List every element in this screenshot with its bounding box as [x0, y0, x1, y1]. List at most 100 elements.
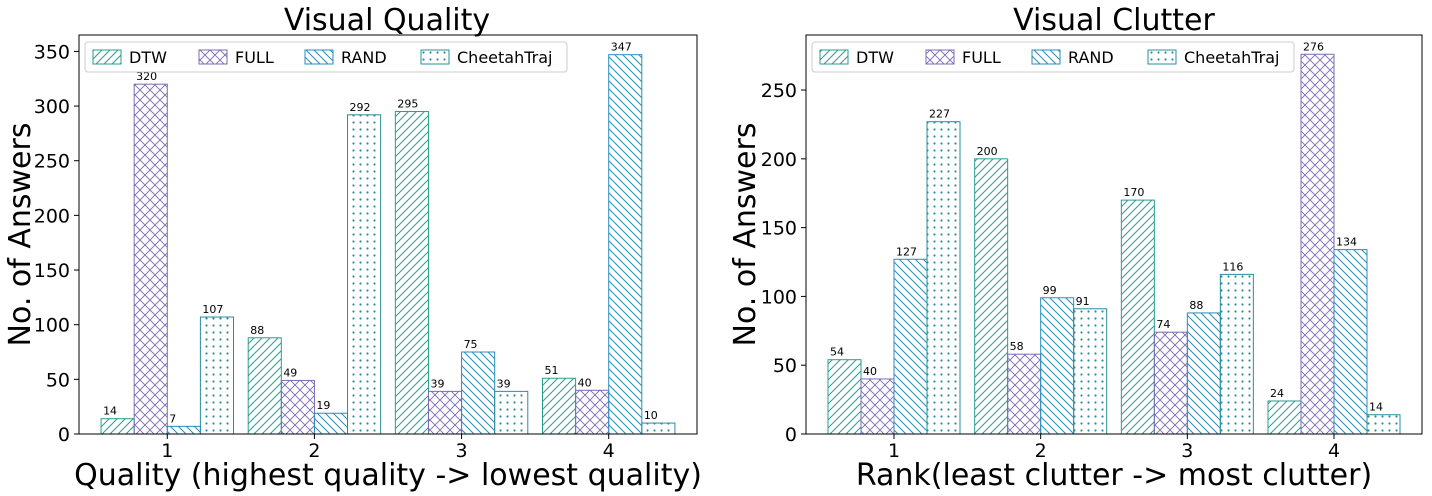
legend-label-dtw: DTW: [129, 48, 167, 67]
legend-swatch-full: [925, 49, 955, 65]
data-label: 58: [1010, 340, 1024, 353]
y-tick-label: 300: [34, 96, 70, 118]
bar-cheetahtraj-3: [494, 390, 529, 435]
legend-swatch-rand: [1031, 49, 1061, 65]
data-label: 40: [578, 376, 592, 389]
data-label: 292: [350, 101, 371, 114]
bar-cheetahtraj-4: [641, 422, 676, 435]
data-label: 347: [611, 41, 632, 54]
data-label: 51: [545, 364, 559, 377]
bar-full-4: [575, 389, 610, 435]
bar-dtw-2: [974, 158, 1009, 435]
bar-full-1: [133, 83, 168, 435]
bar-full-3: [427, 390, 463, 435]
y-tick-label: 50: [773, 355, 797, 377]
chart-title: Visual Clutter: [1013, 3, 1215, 38]
x-tick-label: 4: [603, 440, 615, 462]
data-label: 88: [250, 324, 264, 337]
bar-rand-4: [608, 54, 643, 435]
data-label: 107: [202, 303, 223, 316]
legend-label-cheetahtraj: CheetahTraj: [457, 48, 552, 67]
bar-cheetahtraj-2: [347, 114, 382, 435]
data-label: 127: [896, 245, 917, 258]
bar-full-1: [860, 378, 895, 435]
legend-label-rand: RAND: [1068, 48, 1114, 67]
legend-swatch-dtw: [92, 49, 122, 65]
bar-cheetahtraj-4: [1366, 414, 1401, 435]
bar-dtw-1: [100, 418, 135, 435]
legend-swatch-rand: [304, 49, 334, 65]
bar-full-2: [1007, 353, 1042, 435]
chart-panel-2: Visual Clutter54200170244058742761279988…: [728, 3, 1423, 493]
legend-swatch-cheetahtraj: [420, 49, 450, 65]
y-tick-label: 250: [34, 151, 70, 173]
legend-label-full: FULL: [235, 48, 274, 67]
x-tick-label: 1: [888, 440, 900, 462]
data-label: 91: [1076, 295, 1090, 308]
y-tick-label: 100: [761, 286, 797, 308]
bar-rand-2: [1040, 297, 1075, 435]
data-label: 39: [497, 377, 511, 390]
data-label: 19: [316, 399, 330, 412]
y-tick-label: 100: [34, 315, 70, 337]
bar-dtw-1: [827, 359, 862, 435]
chart-panel-1: Visual Quality 1 4 88 295 51 320 49 39 40 7 19 75 347…: [3, 3, 702, 493]
chart-title: Visual Quality: [284, 3, 490, 38]
x-tick-label: 2: [1035, 440, 1047, 462]
data-label: 14: [1369, 401, 1383, 414]
bar-cheetahtraj-2: [1073, 308, 1108, 435]
bar-dtw-2: [247, 337, 282, 435]
bar-cheetahtraj-1: [926, 121, 961, 435]
data-label: 74: [1156, 318, 1170, 331]
bar-cheetahtraj-3: [1219, 273, 1254, 435]
bar-cheetahtraj-1: [199, 316, 234, 435]
bar-dtw-3: [394, 111, 429, 435]
plot-frame: [805, 34, 1423, 435]
x-tick-label: 4: [1328, 440, 1340, 462]
y-tick-label: 200: [761, 149, 797, 171]
y-tick-label: 350: [34, 41, 70, 63]
bar-full-2: [280, 379, 315, 435]
y-tick-label: 200: [34, 205, 70, 227]
legend-swatch-cheetahtraj: [1147, 49, 1177, 65]
bar-rand-2: [313, 412, 349, 435]
data-label: 295: [397, 98, 418, 111]
bar-rand-3: [1186, 312, 1221, 435]
x-axis-label: Rank(least clutter -> most clutter): [856, 458, 1372, 493]
data-label: 116: [1222, 260, 1243, 273]
data-label: 88: [1189, 299, 1203, 312]
y-tick-label: 0: [785, 424, 797, 446]
x-axis-label: Quality (highest quality -> lowest quali…: [74, 458, 702, 493]
y-tick-label: 150: [761, 218, 797, 240]
legend-label-dtw: DTW: [856, 48, 894, 67]
data-label: 276: [1303, 40, 1324, 53]
bar-dtw-4: [1267, 400, 1302, 435]
data-label: 40: [863, 365, 877, 378]
legend-label-rand: RAND: [341, 48, 387, 67]
data-label: 200: [977, 145, 998, 158]
legend-label-full: FULL: [962, 48, 1001, 67]
data-label: 7: [169, 412, 176, 425]
bar-rand-3: [461, 351, 496, 435]
data-label: 99: [1043, 284, 1057, 297]
bar-rand-4: [1333, 249, 1368, 435]
y-tick-label: 250: [761, 80, 797, 102]
legend-swatch-dtw: [819, 49, 849, 65]
data-label: 54: [830, 346, 844, 359]
data-label: 24: [1270, 387, 1284, 400]
data-label: 320: [136, 70, 157, 83]
data-label: 10: [644, 409, 658, 422]
legend-swatch-full: [198, 49, 228, 65]
data-label: 49: [283, 366, 297, 379]
y-tick-label: 0: [58, 424, 70, 446]
bar-dtw-4: [542, 377, 577, 435]
bar-rand-1: [893, 258, 928, 435]
x-tick-label: 3: [1181, 440, 1193, 462]
data-label: 227: [929, 108, 950, 121]
legend-label-cheetahtraj: CheetahTraj: [1184, 48, 1279, 67]
data-label: 134: [1336, 236, 1357, 249]
x-tick-label: 1: [161, 440, 173, 462]
bar-full-3: [1153, 331, 1188, 435]
data-label: 75: [464, 338, 478, 351]
